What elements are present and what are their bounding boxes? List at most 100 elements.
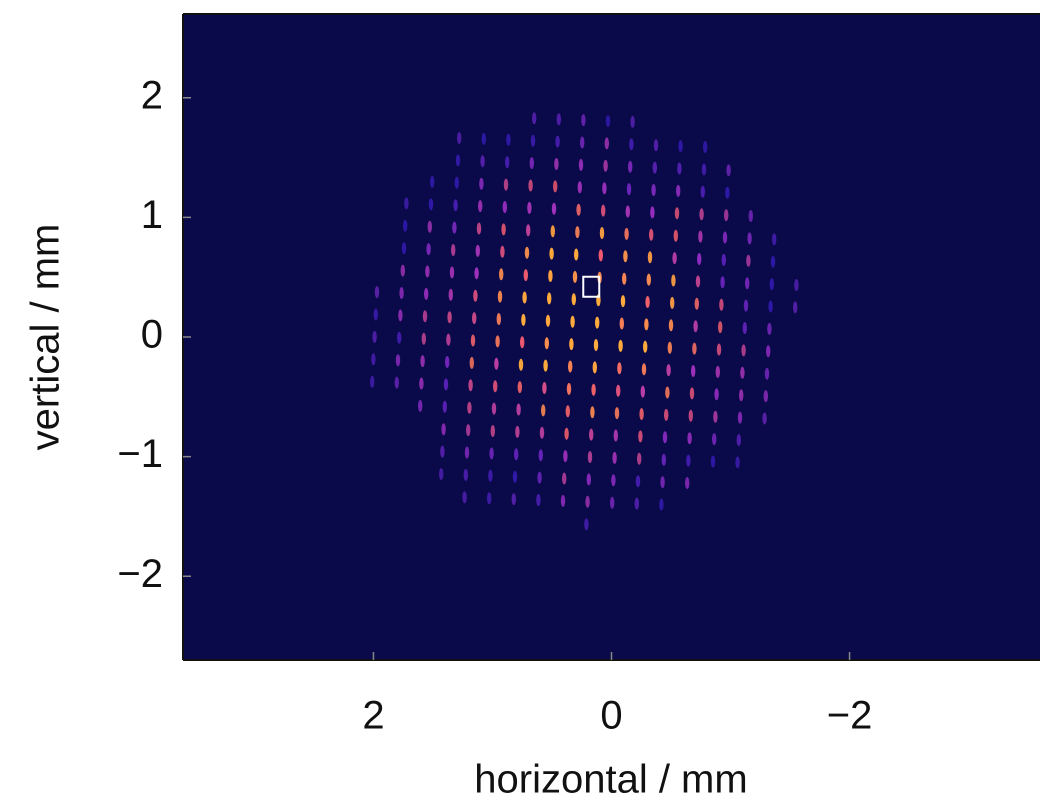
spot <box>529 157 534 170</box>
spot <box>678 140 683 153</box>
spot <box>452 221 457 234</box>
spot <box>640 385 645 398</box>
spot <box>766 345 771 358</box>
spot <box>674 207 680 220</box>
spot <box>735 456 740 469</box>
spot <box>539 426 545 439</box>
spot <box>478 200 483 213</box>
spot <box>454 176 459 189</box>
spot <box>768 300 773 313</box>
spot <box>604 137 609 150</box>
spot <box>496 313 501 325</box>
spot <box>511 493 516 506</box>
y-tick-label: −2 <box>117 552 163 596</box>
spot <box>611 474 616 487</box>
spot <box>769 278 774 291</box>
spot <box>491 402 497 415</box>
spot <box>691 365 696 377</box>
spot <box>649 228 654 241</box>
spot <box>635 475 641 488</box>
spot <box>372 330 377 343</box>
spot <box>463 468 468 481</box>
spot <box>467 401 472 414</box>
spot <box>397 331 402 344</box>
marker-box <box>582 275 601 298</box>
spot <box>741 344 746 357</box>
spot <box>549 247 554 260</box>
spot <box>404 197 409 210</box>
spot <box>553 180 558 193</box>
spot <box>574 248 579 261</box>
spot <box>505 156 510 169</box>
spot <box>537 471 542 484</box>
plot-area <box>183 14 1040 660</box>
spot <box>748 210 753 222</box>
spot <box>590 406 595 419</box>
spot <box>512 470 518 483</box>
spot <box>603 159 608 172</box>
spot <box>634 497 639 510</box>
spot <box>628 160 633 173</box>
spot <box>695 275 701 288</box>
spot <box>694 297 699 310</box>
spot <box>481 132 486 145</box>
spot <box>420 355 425 368</box>
spot <box>647 251 653 264</box>
spot <box>445 356 450 368</box>
spot <box>652 161 657 174</box>
spot <box>720 276 725 289</box>
spot <box>532 112 537 125</box>
spot <box>570 315 575 328</box>
y-axis-label: vertical / mm <box>24 224 68 451</box>
spot <box>660 476 665 489</box>
spot <box>703 141 708 153</box>
spot <box>693 320 698 333</box>
spot <box>418 399 423 412</box>
spot <box>653 139 659 152</box>
spot <box>500 245 505 258</box>
spot <box>565 405 570 418</box>
spot <box>724 209 729 222</box>
spot <box>763 390 768 403</box>
spot <box>725 186 730 199</box>
spot <box>446 333 451 346</box>
spot <box>614 407 620 420</box>
spot <box>442 400 447 413</box>
spot <box>625 205 630 218</box>
spot <box>620 295 626 308</box>
spot <box>464 446 470 459</box>
spot <box>424 287 429 300</box>
spot <box>619 317 624 330</box>
spot <box>564 427 569 440</box>
spot <box>685 477 690 489</box>
spot <box>517 381 522 394</box>
spot <box>371 353 376 366</box>
spot <box>585 495 590 508</box>
spot <box>584 518 589 531</box>
spot <box>710 455 716 468</box>
spot <box>650 206 655 219</box>
spot <box>545 314 551 327</box>
spot <box>673 229 678 242</box>
spot <box>398 309 403 322</box>
spot <box>762 412 767 425</box>
spot <box>475 244 480 257</box>
spot <box>528 179 533 192</box>
spot <box>448 288 453 301</box>
spot <box>562 472 567 485</box>
spot <box>470 334 476 347</box>
spot <box>641 363 647 376</box>
spot <box>747 232 752 245</box>
spot <box>395 354 401 367</box>
spot <box>422 310 428 323</box>
spot <box>745 277 750 290</box>
spot <box>554 158 559 170</box>
spot <box>672 252 677 265</box>
spot <box>419 377 424 390</box>
spot <box>427 220 432 233</box>
spot <box>560 494 566 507</box>
spot <box>572 270 578 283</box>
spot <box>541 404 546 417</box>
spot <box>701 163 707 176</box>
spot <box>472 312 477 325</box>
